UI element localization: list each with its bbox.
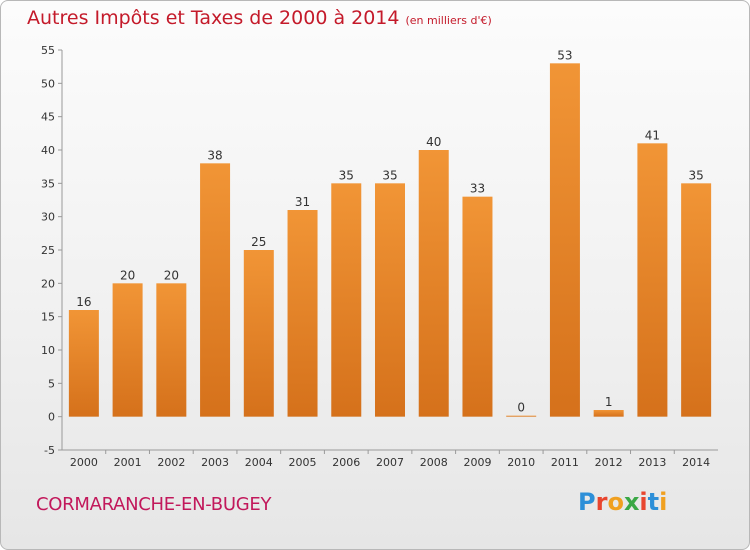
x-tick-label: 2002 [157, 456, 185, 469]
data-label: 35 [382, 168, 397, 182]
y-tick-label: 55 [41, 44, 55, 57]
bar [243, 250, 274, 417]
data-label: 20 [164, 268, 179, 282]
brand-letter: P [578, 488, 596, 516]
bar [681, 183, 712, 417]
bar [418, 150, 449, 417]
y-tick-label: 0 [48, 411, 55, 424]
y-tick-label: 20 [41, 277, 55, 290]
bar [637, 143, 668, 417]
bar [68, 310, 99, 417]
y-tick-label: 15 [41, 311, 55, 324]
bar [375, 183, 405, 417]
data-label: 1 [605, 395, 613, 409]
y-tick-label: 5 [48, 377, 55, 390]
bar [156, 283, 187, 417]
brand-letter: i [639, 488, 648, 516]
brand-letter: i [659, 488, 668, 516]
y-tick-label: -5 [44, 444, 55, 457]
y-tick-label: 10 [41, 344, 55, 357]
bar [593, 410, 624, 417]
data-label: 35 [339, 168, 354, 182]
bar [287, 210, 318, 417]
x-tick-label: 2000 [70, 456, 98, 469]
y-tick-label: 40 [41, 144, 55, 157]
chart-title: Autres Impôts et Taxes de 2000 à 2014 [27, 7, 400, 29]
data-label: 25 [251, 235, 266, 249]
data-label: 53 [557, 48, 572, 62]
bar [462, 196, 493, 417]
x-tick-label: 2005 [289, 456, 317, 469]
x-tick-label: 2013 [638, 456, 666, 469]
data-label: 0 [517, 401, 525, 415]
chart-unit: (en milliers d'€) [405, 14, 492, 27]
x-tick-label: 2009 [463, 456, 491, 469]
data-label: 40 [426, 135, 441, 149]
bar [331, 183, 362, 417]
chart-title-line: Autres Impôts et Taxes de 2000 à 2014 (en… [27, 7, 492, 29]
data-label: 16 [76, 295, 91, 309]
x-tick-label: 2012 [595, 456, 623, 469]
x-tick-label: 2011 [551, 456, 579, 469]
commune-name: CORMARANCHE-EN-BUGEY [36, 494, 272, 515]
y-tick-label: 50 [41, 77, 55, 90]
brand-letter: o [607, 488, 624, 516]
data-label: 41 [645, 128, 660, 142]
x-tick-label: 2001 [114, 456, 142, 469]
y-tick-label: 30 [41, 211, 55, 224]
bar [506, 415, 537, 417]
y-tick-label: 35 [41, 177, 55, 190]
brand-letter: r [595, 488, 608, 516]
proxiti-logo: Proxiti [578, 488, 667, 516]
x-tick-label: 2010 [507, 456, 535, 469]
data-label: 31 [295, 195, 310, 209]
bar [112, 283, 143, 417]
x-tick-label: 2004 [245, 456, 273, 469]
x-tick-label: 2008 [420, 456, 448, 469]
data-label: 38 [207, 148, 222, 162]
data-label: 33 [470, 182, 485, 196]
x-tick-label: 2007 [376, 456, 404, 469]
y-tick-label: 45 [41, 111, 55, 124]
x-tick-label: 2006 [332, 456, 360, 469]
x-tick-label: 2003 [201, 456, 229, 469]
bar [549, 63, 580, 417]
bar [200, 163, 231, 417]
data-label: 20 [120, 268, 135, 282]
data-label: 35 [688, 168, 703, 182]
brand-letter: x [623, 488, 640, 516]
x-tick-label: 2014 [682, 456, 710, 469]
y-tick-label: 25 [41, 244, 55, 257]
brand-letter: t [647, 488, 660, 516]
